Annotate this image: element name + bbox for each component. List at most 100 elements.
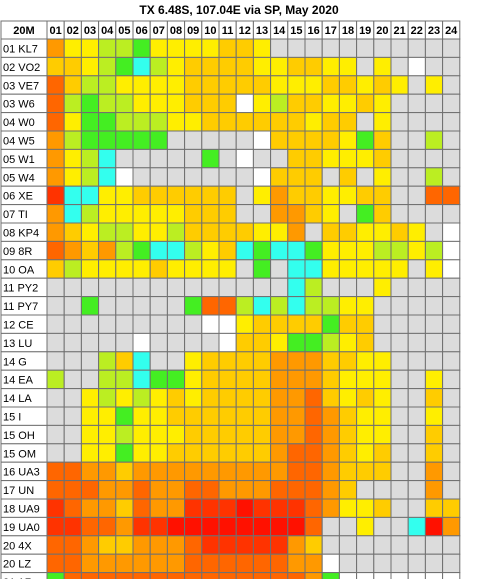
row-label: 12 CE (3, 320, 34, 332)
heatmap-cell (442, 112, 461, 132)
heatmap-cell (184, 277, 203, 298)
heatmap-cell (98, 240, 117, 261)
heatmap-cell (132, 314, 151, 334)
heatmap-cell (304, 56, 323, 77)
heatmap-cell (98, 516, 117, 537)
heatmap-cell (149, 516, 168, 537)
heatmap-cell (98, 38, 117, 58)
heatmap-cell (287, 516, 306, 537)
row-label: 14 LA (3, 393, 32, 405)
heatmap-cell (149, 424, 168, 445)
heatmap-cell (235, 424, 254, 445)
heatmap-cell (442, 240, 461, 261)
heatmap-cell (115, 332, 134, 353)
heatmap-cell (46, 38, 65, 58)
heatmap-cell (442, 388, 461, 408)
heatmap-cell (132, 222, 151, 242)
hour-header-label: 16 (307, 25, 319, 37)
heatmap-cell (252, 277, 272, 298)
heatmap-cell (442, 480, 461, 500)
heatmap-cell (46, 369, 65, 390)
row-label: 18 UA9 (3, 504, 40, 516)
heatmap-cell (252, 314, 272, 334)
heatmap-cell (442, 369, 461, 390)
heatmap-cell (338, 461, 358, 482)
heatmap-cell (373, 351, 392, 371)
heatmap-cell (252, 112, 272, 132)
heatmap-cell (373, 204, 392, 224)
heatmap-cell (373, 535, 392, 555)
heatmap-cell (46, 222, 65, 242)
heatmap-cell (218, 351, 237, 371)
heatmap-cell (98, 424, 117, 445)
heatmap-cell (235, 572, 254, 579)
heatmap-cell (166, 480, 186, 500)
heatmap-cell (252, 240, 272, 261)
heatmap-cell (424, 572, 444, 579)
row-label: 11 PY2 (3, 283, 38, 295)
heatmap-cell (442, 424, 461, 445)
heatmap-cell (98, 572, 117, 579)
heatmap-cell (356, 461, 375, 482)
heatmap-cell (252, 38, 272, 58)
heatmap-cell (166, 130, 186, 150)
heatmap-cell (304, 38, 323, 58)
heatmap-cell (201, 130, 220, 150)
heatmap-cell (304, 185, 323, 206)
heatmap-cell (424, 424, 444, 445)
heatmap-cell (235, 38, 254, 58)
heatmap-cell (98, 167, 117, 187)
heatmap-cell (270, 351, 289, 371)
heatmap-cell (424, 296, 444, 316)
heatmap-cell (304, 498, 323, 518)
heatmap-cell (132, 130, 151, 150)
heatmap-cell (442, 572, 461, 579)
heatmap-cell (390, 240, 409, 261)
heatmap-cell (63, 167, 82, 187)
heatmap-cell (132, 480, 151, 500)
heatmap-cell (80, 130, 100, 150)
heatmap-cell (407, 480, 426, 500)
heatmap-cell (442, 167, 461, 187)
row-label: 01 KL7 (3, 44, 38, 56)
heatmap-cell (304, 93, 323, 114)
heatmap-cell (407, 112, 426, 132)
heatmap-cell (356, 516, 375, 537)
heatmap-cell (149, 461, 168, 482)
heatmap-cell (304, 369, 323, 390)
heatmap-cell (98, 277, 117, 298)
heatmap-cell (390, 296, 409, 316)
heatmap-cell (149, 351, 168, 371)
heatmap-cell (235, 461, 254, 482)
heatmap-cell (132, 535, 151, 555)
hour-header-label: 13 (256, 25, 268, 37)
heatmap-cell (46, 112, 65, 132)
heatmap-cell (63, 56, 82, 77)
heatmap-cell (218, 369, 237, 390)
corner-label: 20M (13, 25, 34, 37)
heatmap-cell (166, 259, 186, 279)
heatmap-cell (63, 112, 82, 132)
heatmap-cell (184, 38, 203, 58)
heatmap-cell (184, 461, 203, 482)
heatmap-cell (166, 222, 186, 242)
heatmap-cell (407, 516, 426, 537)
heatmap-cell (373, 167, 392, 187)
heatmap-cell (356, 148, 375, 169)
heatmap-cell (115, 572, 134, 579)
heatmap-cell (235, 148, 254, 169)
row-label: 15 OH (3, 430, 35, 442)
heatmap-cell (321, 516, 340, 537)
heatmap-cell (287, 461, 306, 482)
hour-header-label: 22 (411, 25, 423, 37)
heatmap-cell (270, 516, 289, 537)
hour-header-label: 01 (49, 25, 61, 37)
heatmap-cell (235, 296, 254, 316)
heatmap-cell (98, 204, 117, 224)
hour-header-label: 23 (428, 25, 440, 37)
heatmap-cell (356, 130, 375, 150)
heatmap-cell (80, 75, 100, 95)
heatmap-cell (424, 535, 444, 555)
heatmap-cell (98, 480, 117, 500)
heatmap-cell (63, 388, 82, 408)
